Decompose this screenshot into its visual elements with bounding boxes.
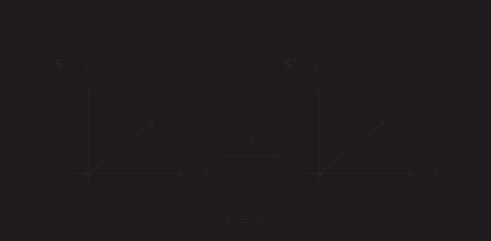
Text: y: y [84, 57, 92, 70]
Text: S': S' [282, 58, 297, 72]
Text: v: v [246, 132, 254, 145]
Text: c = c': c = c' [226, 215, 265, 229]
Text: x': x' [432, 167, 443, 180]
Text: S: S [54, 58, 64, 72]
Text: c: c [116, 131, 123, 144]
Text: x: x [201, 167, 209, 180]
Text: c: c [347, 131, 354, 144]
Text: y': y' [314, 57, 325, 70]
